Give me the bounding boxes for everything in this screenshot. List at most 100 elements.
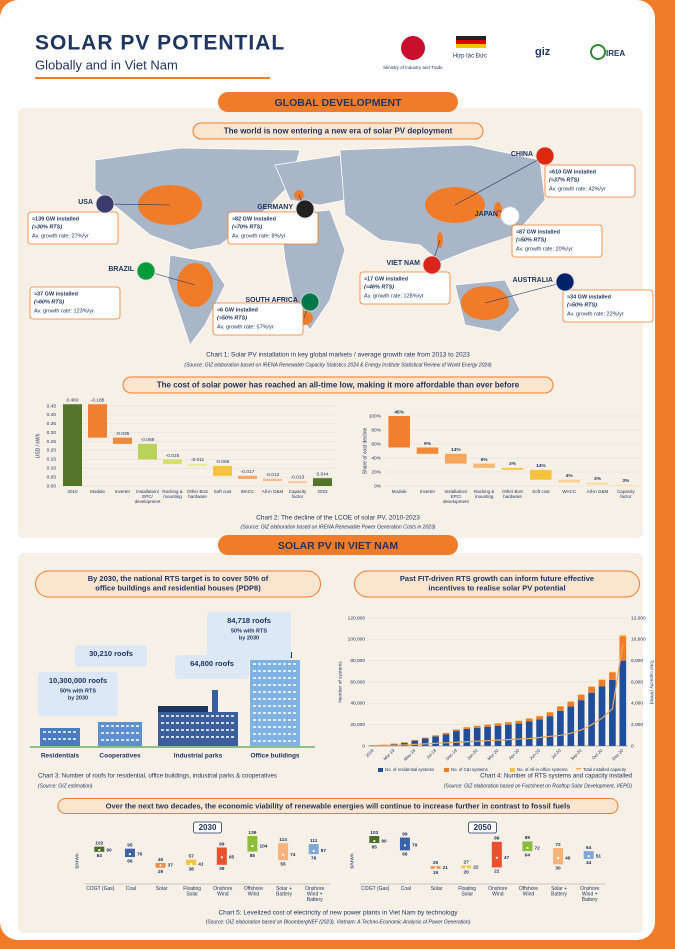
headline: By 2030, the national RTS target is to c… [88,574,269,583]
bar-segment [484,726,491,746]
y-tick-label: 0 [631,743,634,749]
bar [416,447,439,454]
x-tick-label: Offshore Wind [244,886,263,898]
callout-box [544,164,636,198]
high-label: 45 [158,857,164,863]
headline: The world is now entering a new era of s… [224,127,453,136]
value-label: -0.188 [91,397,105,403]
value-label: -0.056 [216,459,230,465]
roof-note: 50% with RTS [60,688,96,694]
source: (Source: GIZ elaboration based on Factsh… [444,783,632,789]
value-label: 14% [451,447,461,453]
headline: Past FIT-driven RTS growth can inform fu… [400,574,594,583]
flag [500,206,520,226]
range-box [583,851,594,859]
y2-axis-label: Total capacity (MWp) [649,660,655,705]
low-label: 19 [433,870,439,876]
y-tick-label: 0.30 [47,430,57,436]
range-box [553,848,564,865]
bar-segment [567,701,575,707]
y-tick-label: 20% [371,469,381,475]
year-box [468,821,497,834]
mid-marker [98,849,101,852]
roof-count: 30,210 roofs [89,649,133,658]
mid-marker [526,846,529,850]
bar-segment [609,672,616,680]
mid-label: 104 [259,843,267,849]
y-tick-label: 100% [369,413,382,419]
x-tick-label: WACC [562,489,576,494]
bar [263,478,282,482]
bar [473,463,495,468]
x-tick-label: WACC [241,489,255,494]
country-name: VIET NAM [387,260,421,267]
low-label: 85 [250,853,256,859]
x-tick-label: Module [90,489,105,494]
mid-label: 79 [412,843,418,849]
bar-segment [588,686,595,687]
range-box [278,843,289,861]
bar-segment [494,725,502,746]
x-tick-label: Onshore Wind + Battery [580,886,599,903]
callout-line [104,203,171,206]
bar [501,467,524,470]
mid-label: 87 [321,848,327,854]
value-label: 3% [622,478,630,484]
flag [422,255,442,275]
range-box [186,859,197,866]
bar-segment [577,694,585,701]
y-axis-label: USD / kWh [35,433,41,458]
y-tick-label: 0.25 [47,439,57,445]
headline: office buildings and residential houses … [95,584,261,593]
bar [163,459,182,464]
bar-segment [505,722,512,725]
panel-vietnam [18,553,643,933]
bar-segment [421,738,429,746]
value-label: 3% [509,461,517,467]
x-tick-label: COGT (Gas) [361,886,390,892]
mid-label: 72 [534,845,540,851]
y-tick-label: 60,000 [350,679,365,685]
y-tick-label: 0% [374,483,382,489]
source: (Source: GIZ estimation) [38,783,93,789]
low-label: 22 [494,869,500,875]
country-name: GERMANY [257,204,293,211]
bar-segment [463,728,471,746]
value-label: 6% [481,457,489,463]
source: (Source: GIZ elaboration based on IRENA … [184,362,492,368]
mid-label: 22 [473,865,479,871]
country-name: CHINA [511,151,533,158]
rts-share: (≈60% RTS) [34,299,64,305]
section-banner [218,535,458,555]
low-label: 76 [311,855,317,861]
y-axis-label: Number of systems [337,661,343,703]
mid-label: 90 [381,838,387,844]
growth-rate: Av. growth rate: 8%/yr [232,233,286,239]
growth-rate: Av. growth rate: 27%/yr [32,233,89,239]
high-label: 111 [310,838,318,844]
rts-share: (≈46% RTS) [364,284,394,290]
y-tick-label: 10,000 [631,637,646,643]
x-tick-label: COGT (Gas) [86,886,115,892]
building [250,660,300,746]
growth-rate: Av. growth rate: 42%/yr [549,186,606,192]
y-tick-label: 40,000 [350,701,365,707]
bar-segment [557,706,564,711]
bar-segment [536,719,543,746]
bar-segment [442,734,450,746]
flag [300,292,320,312]
roof-count: 84,718 roofs [227,616,271,625]
bar-segment [609,679,616,746]
mid-marker [190,863,193,866]
mid-marker [495,856,498,859]
legend-label: No. of C&I systems [451,767,488,772]
y-tick-label: 120,000 [348,615,366,621]
bar [388,416,410,448]
bar-segment [505,724,512,746]
low-label: 20 [464,869,470,875]
rts-share: (≈50% RTS) [217,315,247,321]
bar [63,404,82,486]
mid-label: 65 [229,855,235,861]
bar [138,443,157,460]
